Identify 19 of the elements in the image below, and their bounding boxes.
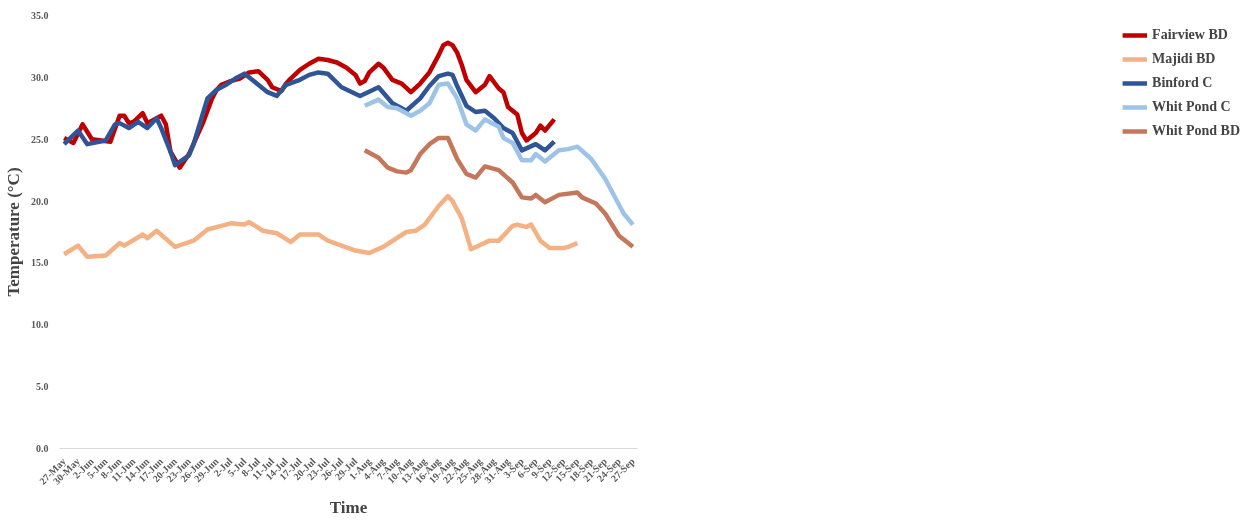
y-tick-label: 20.0 <box>31 195 49 207</box>
line-series <box>362 81 636 227</box>
x-axis-title: Time <box>329 498 368 518</box>
y-tick-label: 0.0 <box>36 443 49 454</box>
y-tick-label: 10.0 <box>31 319 49 331</box>
legend-label: Whit Pond C <box>1152 99 1231 115</box>
y-tick-label: 15.0 <box>31 257 49 269</box>
legend-label: Whit Pond BD <box>1152 123 1240 139</box>
y-axis-title: Temperature (°C) <box>4 167 23 297</box>
y-tick-label: 30.0 <box>31 71 49 83</box>
legend-label: Majidi BD <box>1152 51 1216 67</box>
y-tick-label: 25.0 <box>31 133 49 145</box>
line-series <box>61 70 557 168</box>
line-series <box>362 135 636 250</box>
line-series <box>61 193 580 259</box>
y-tick-label: 35.0 <box>31 10 49 21</box>
legend-label: Fairview BD <box>1152 27 1228 43</box>
legend-label: Binford C <box>1152 75 1213 91</box>
y-tick-label: 5.0 <box>36 381 49 393</box>
